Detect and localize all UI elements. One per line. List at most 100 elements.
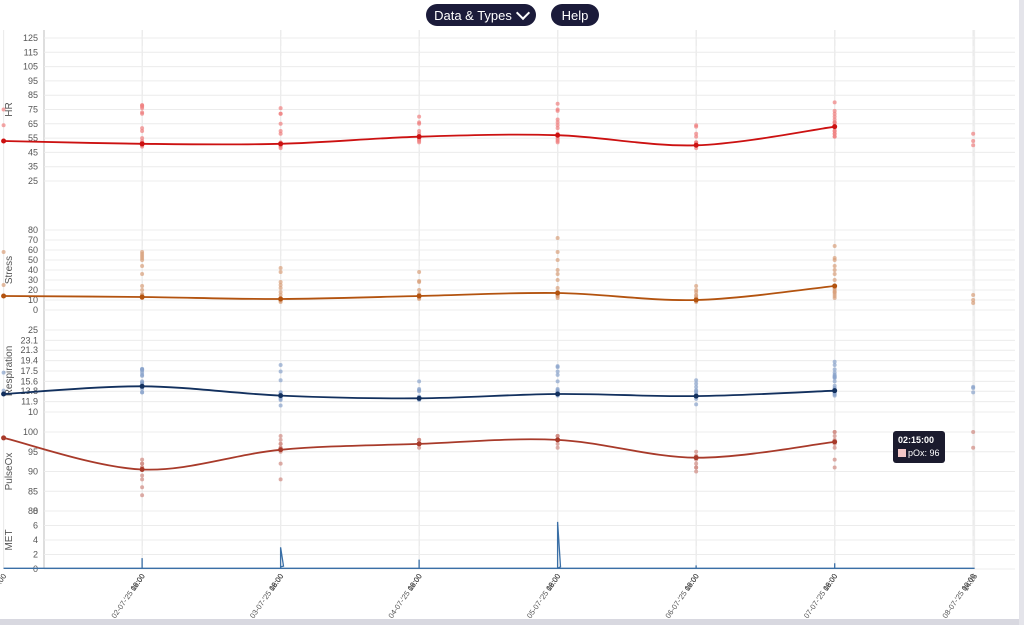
data-point: [278, 477, 283, 482]
data-point: [278, 106, 283, 111]
data-point: [1, 250, 6, 254]
trend-point[interactable]: [832, 283, 838, 289]
data-point: [832, 278, 837, 282]
y-tick-label: 35: [28, 162, 38, 172]
trend-point[interactable]: [832, 124, 838, 130]
trend-point[interactable]: [1, 138, 7, 144]
trend-point[interactable]: [555, 391, 561, 397]
data-point: [140, 368, 145, 373]
help-button[interactable]: Help: [551, 4, 599, 26]
data-point: [140, 461, 145, 466]
x-tick-label: 14:15: [961, 572, 979, 593]
trend-point[interactable]: [1, 293, 7, 299]
trend-point[interactable]: [416, 395, 422, 401]
y-tick-label: 10: [28, 407, 38, 417]
data-point: [140, 103, 145, 108]
data-point: [971, 131, 976, 136]
data-point: [278, 362, 283, 367]
trend-point[interactable]: [693, 455, 699, 461]
data-point: [555, 108, 560, 113]
y-tick-label: 55: [28, 133, 38, 143]
y-tick-label: 85: [28, 90, 38, 100]
data-point: [832, 465, 837, 470]
data-point: [971, 293, 976, 297]
data-point: [694, 384, 699, 389]
y-tick-label: 13.8: [20, 386, 38, 396]
data-point: [278, 403, 283, 408]
trend-point[interactable]: [139, 383, 145, 389]
trend-point[interactable]: [693, 297, 699, 303]
tooltip-swatch: [898, 449, 906, 457]
data-point: [278, 290, 283, 294]
data-point: [832, 362, 837, 367]
trend-point[interactable]: [278, 393, 284, 399]
bottom-scroll-strip: [0, 619, 1024, 625]
met-line: [3, 521, 975, 569]
data-point: [140, 136, 145, 141]
data-point: [417, 270, 422, 274]
trend-point[interactable]: [139, 294, 145, 300]
data-point: [694, 469, 699, 474]
trend-point[interactable]: [416, 134, 422, 140]
data-point: [140, 126, 145, 131]
y-tick-label: 25: [28, 325, 38, 335]
y-tick-label: 80: [28, 225, 38, 235]
y-tick-label: 75: [28, 105, 38, 115]
data-point: [555, 101, 560, 106]
data-point: [140, 258, 145, 262]
trend-point[interactable]: [278, 141, 284, 147]
data-point: [278, 461, 283, 466]
y-tick-label: 125: [23, 33, 38, 43]
data-point: [555, 278, 560, 282]
data-point: [278, 286, 283, 290]
data-point: [555, 268, 560, 272]
data-point: [832, 367, 837, 372]
data-point: [555, 250, 560, 254]
data-point: [140, 106, 145, 111]
y-tick-label: 80: [28, 506, 38, 516]
trend-point[interactable]: [139, 141, 145, 147]
data-types-button[interactable]: Data & Types: [426, 4, 536, 26]
data-point: [140, 252, 145, 256]
data-point: [278, 121, 283, 126]
trend-point[interactable]: [1, 391, 7, 397]
data-point: [140, 128, 145, 133]
data-point: [832, 128, 837, 133]
trend-point[interactable]: [693, 142, 699, 148]
data-point: [694, 134, 699, 139]
trend-point[interactable]: [278, 296, 284, 302]
data-point: [832, 111, 837, 116]
trend-point[interactable]: [555, 290, 561, 296]
y-tick-label: 100: [23, 427, 38, 437]
y-tick-label: 15.6: [20, 376, 38, 386]
data-point: [832, 264, 837, 268]
data-point: [555, 387, 560, 392]
y-tick-label: 40: [28, 265, 38, 275]
trend-point[interactable]: [278, 447, 284, 453]
trend-point[interactable]: [139, 467, 145, 473]
y-tick-label: 90: [28, 467, 38, 477]
help-label: Help: [561, 7, 589, 23]
trend-point[interactable]: [1, 435, 7, 441]
x-tick-label: 18:00: [406, 572, 424, 593]
data-point: [417, 279, 422, 283]
data-point: [832, 120, 837, 125]
trend-point[interactable]: [416, 293, 422, 299]
trend-point[interactable]: [693, 393, 699, 399]
data-point: [278, 293, 283, 297]
trend-point[interactable]: [832, 388, 838, 394]
trend-point[interactable]: [416, 441, 422, 447]
tooltip-time: 02:15:00: [898, 435, 935, 445]
tooltip-label: pOx: 96: [908, 448, 940, 458]
trend-point[interactable]: [555, 437, 561, 443]
trend-point[interactable]: [555, 132, 561, 138]
trend-point[interactable]: [832, 439, 838, 445]
data-point: [417, 437, 422, 442]
data-point: [694, 131, 699, 136]
data-point: [694, 381, 699, 386]
y-tick-label: 10: [28, 295, 38, 305]
x-tick-label: 18:00: [129, 572, 147, 593]
y-tick-label: 105: [23, 62, 38, 72]
